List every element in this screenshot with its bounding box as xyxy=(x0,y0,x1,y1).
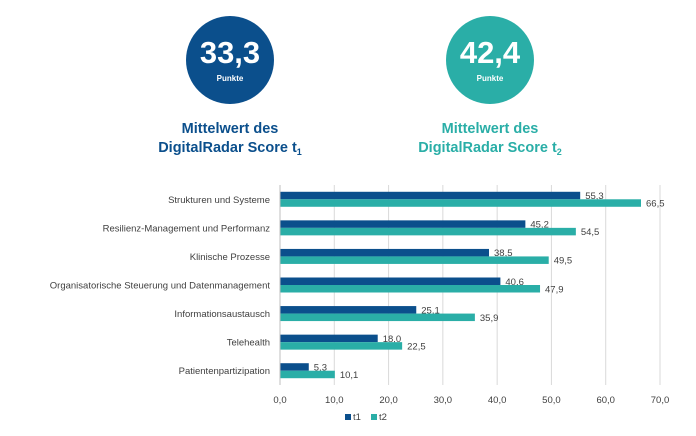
category-label: Klinische Prozesse xyxy=(190,252,270,263)
data-label-t2: 35,9 xyxy=(480,313,499,324)
bar-t2 xyxy=(280,370,335,379)
category-label: Strukturen und Systeme xyxy=(168,195,270,206)
category-label: Patientenpartizipation xyxy=(179,366,270,377)
x-tick-label: 20,0 xyxy=(379,395,398,406)
legend-label-t1: t1 xyxy=(353,412,361,423)
category-label: Organisatorische Steuerung und Datenmana… xyxy=(50,281,271,292)
score-caption-t1-subscript: 1 xyxy=(296,147,302,157)
bar-t1 xyxy=(280,363,309,371)
score-value-t2: 42,4 xyxy=(459,35,521,70)
data-label-t1: 5,3 xyxy=(314,362,327,373)
score-caption-t1-line1: Mittelwert des xyxy=(181,121,279,137)
bar-t1 xyxy=(280,277,501,285)
bar-t2 xyxy=(280,313,475,322)
bar-t1 xyxy=(280,191,581,200)
x-tick-label: 70,0 xyxy=(651,395,670,406)
score-circle-t1: 33,3 Punkte xyxy=(186,16,274,104)
data-label-t1: 45,2 xyxy=(530,220,549,231)
bar-t2 xyxy=(280,227,576,236)
legend-swatch-t1 xyxy=(345,414,351,420)
score-circle-t2: 42,4 Punkte xyxy=(446,16,534,104)
score-caption-t2: Mittelwert des DigitalRadar Score t2 xyxy=(370,120,610,162)
legend-label-t2: t2 xyxy=(379,412,387,423)
data-label-t1: 18,0 xyxy=(383,334,402,345)
category-label: Resilienz-Management und Performanz xyxy=(103,223,271,234)
data-label-t2: 54,5 xyxy=(581,227,600,238)
bar-t2 xyxy=(280,285,541,293)
bar-t2 xyxy=(280,199,641,207)
score-unit-t2: Punkte xyxy=(476,74,504,83)
bar-t1 xyxy=(280,248,489,257)
data-label-t2: 47,9 xyxy=(545,284,564,295)
data-label-t1: 55,3 xyxy=(585,191,604,202)
data-label-t2: 10,1 xyxy=(340,370,359,381)
data-label-t1: 25,1 xyxy=(421,305,440,316)
data-label-t1: 40,6 xyxy=(505,277,524,288)
x-tick-label: 10,0 xyxy=(325,395,344,406)
x-tick-label: 40,0 xyxy=(488,395,507,406)
data-label-t2: 66,5 xyxy=(646,199,665,210)
score-unit-t1: Punkte xyxy=(216,74,244,83)
data-label-t1: 38,5 xyxy=(494,248,513,259)
score-caption-t2-subscript: 2 xyxy=(556,147,562,157)
score-caption-t2-text: DigitalRadar Score t xyxy=(418,140,557,156)
x-tick-label: 0,0 xyxy=(273,395,286,406)
x-tick-label: 50,0 xyxy=(542,395,561,406)
legend-swatch-t2 xyxy=(371,414,377,420)
bar-t2 xyxy=(280,342,403,350)
score-caption-t2-line2: DigitalRadar Score t2 xyxy=(370,139,610,162)
bar-t1 xyxy=(280,334,378,343)
bar-t2 xyxy=(280,256,549,264)
category-label: Telehealth xyxy=(227,338,270,349)
score-caption-t1: Mittelwert des DigitalRadar Score t1 xyxy=(110,120,350,162)
data-label-t2: 49,5 xyxy=(554,256,573,267)
data-label-t2: 22,5 xyxy=(407,341,426,352)
score-caption-t1-line2: DigitalRadar Score t1 xyxy=(110,139,350,162)
score-caption-t1-text: DigitalRadar Score t xyxy=(158,140,297,156)
bar-t1 xyxy=(280,306,417,314)
bar-t1 xyxy=(280,220,526,228)
x-tick-label: 30,0 xyxy=(434,395,453,406)
x-tick-label: 60,0 xyxy=(596,395,615,406)
score-value-t1: 33,3 xyxy=(199,35,261,70)
category-label: Informationsaustausch xyxy=(174,309,270,320)
score-caption-t2-line1: Mittelwert des xyxy=(441,121,539,137)
